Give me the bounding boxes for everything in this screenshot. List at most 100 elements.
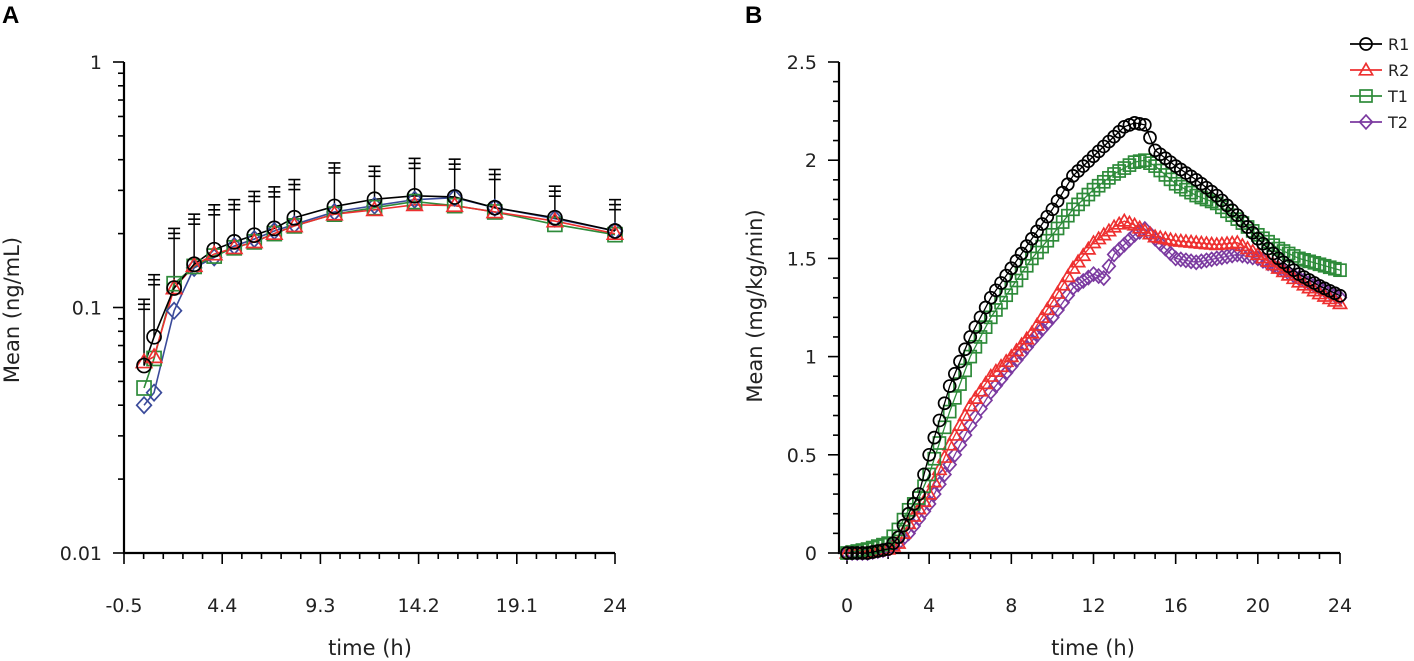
panel-a-y-tick-label: 0.1 <box>72 298 102 320</box>
data-point-R1 <box>932 413 947 428</box>
data-point-R2 <box>951 417 969 431</box>
data-point-R2 <box>164 278 184 295</box>
data-point-T2 <box>366 196 384 215</box>
data-point-R1 <box>226 234 243 250</box>
data-point-T1 <box>1091 178 1106 193</box>
legend-label-R1: R1 <box>1388 35 1409 54</box>
data-point-T1 <box>1189 188 1204 203</box>
data-point-R1 <box>922 447 937 462</box>
data-point-R1 <box>937 396 952 411</box>
data-point-R1 <box>1333 288 1347 303</box>
data-point-R1 <box>266 220 283 237</box>
data-point-R1 <box>865 545 880 559</box>
data-point-T1 <box>1328 261 1342 276</box>
data-point-R1 <box>958 342 972 357</box>
data-point-T2 <box>957 426 973 444</box>
data-point-T2 <box>952 436 968 454</box>
data-point-T2 <box>1111 241 1127 258</box>
data-point-R1 <box>850 546 865 560</box>
data-point-R1 <box>547 209 563 226</box>
data-point-T2 <box>1245 249 1261 266</box>
data-point-R1 <box>953 354 967 369</box>
panel-b-y-tick-label: 1.5 <box>787 248 817 270</box>
panel-b-x-tick-label: 24 <box>1328 595 1352 617</box>
data-point-T2 <box>1183 253 1199 270</box>
data-point-R2 <box>285 216 304 233</box>
legend-label-T2: T2 <box>1387 113 1408 132</box>
data-point-R1 <box>891 530 906 545</box>
data-point-R1 <box>136 357 152 374</box>
data-point-T2 <box>446 188 464 208</box>
data-point-T2 <box>1173 251 1189 268</box>
data-point-T2 <box>1003 358 1019 375</box>
data-point-R1 <box>840 546 854 560</box>
data-point-T1 <box>1143 156 1157 170</box>
data-point-T1 <box>607 226 623 243</box>
data-point-T2 <box>135 395 153 415</box>
data-point-T1 <box>1071 197 1085 212</box>
data-point-R1 <box>845 546 859 560</box>
data-point-R2 <box>910 500 927 515</box>
data-point-R1 <box>366 191 383 208</box>
data-point-R2 <box>957 407 974 422</box>
data-point-T2 <box>1106 246 1122 263</box>
data-point-R2 <box>205 244 224 261</box>
series-line-R1 <box>143 195 616 366</box>
data-point-R1 <box>1127 116 1142 130</box>
data-point-R2 <box>1095 226 1112 241</box>
data-point-T1 <box>1153 163 1168 178</box>
panel-a-x-tick-label: 9.3 <box>305 595 335 617</box>
data-point-T1 <box>166 275 182 292</box>
data-point-R2 <box>1034 309 1051 323</box>
data-point-T1 <box>1163 172 1178 187</box>
data-point-R2 <box>1100 222 1117 237</box>
data-point-R1 <box>896 518 911 533</box>
legend-marker-T1 <box>1359 89 1373 103</box>
panel-b-plot-area <box>838 116 1349 562</box>
panel-b-label: B <box>745 2 762 29</box>
panel-b-axes: 0 0.5 1 1.5 2 2.5 0 4 8 12 16 20 24 <box>787 52 1352 617</box>
data-point-T2 <box>1014 345 1030 362</box>
data-point-T2 <box>1065 279 1081 297</box>
data-point-R1 <box>607 223 623 239</box>
panel-b-axis-lines <box>837 62 1340 555</box>
data-point-R2 <box>1049 284 1066 299</box>
data-point-R2 <box>931 461 948 476</box>
data-point-T1 <box>922 467 937 482</box>
legend-marker-R1 <box>1359 37 1373 51</box>
data-point-T1 <box>1086 182 1101 197</box>
panel-b-y-tick-label: 2.5 <box>787 52 817 74</box>
data-point-T2 <box>145 383 163 402</box>
panel-a-axis-lines <box>122 62 615 555</box>
data-point-R2 <box>921 485 938 500</box>
data-point-T1 <box>1132 154 1147 169</box>
data-point-R1 <box>286 209 303 226</box>
data-point-T1 <box>1122 158 1137 172</box>
legend-label-R2: R2 <box>1388 61 1409 80</box>
data-point-R2 <box>605 224 625 241</box>
data-point-T2 <box>1168 250 1184 267</box>
data-point-R1 <box>947 366 962 381</box>
data-point-T1 <box>1076 192 1091 207</box>
panel-a-x-tick-label: 4.4 <box>207 595 237 617</box>
data-point-T2 <box>937 466 953 483</box>
data-point-T1 <box>406 193 423 210</box>
data-point-R2 <box>1054 276 1071 291</box>
data-point-R1 <box>1143 130 1157 145</box>
panel-b-x-tick-label: 0 <box>841 595 853 617</box>
data-point-T2 <box>1178 252 1194 269</box>
legend: R1 R2 T1 T2 <box>1350 35 1409 132</box>
data-point-T1 <box>1066 202 1080 217</box>
data-point-T1 <box>1322 260 1337 275</box>
data-point-R1 <box>876 543 890 557</box>
data-point-R1 <box>860 546 875 560</box>
data-point-R2 <box>1028 316 1046 331</box>
data-point-R2 <box>1331 295 1349 310</box>
panel-a-y-tick-label: 1 <box>90 52 102 74</box>
data-point-T2 <box>1009 351 1024 369</box>
data-point-R2 <box>941 436 958 451</box>
data-point-T1 <box>1102 171 1116 185</box>
data-point-T2 <box>1034 320 1050 338</box>
data-point-R2 <box>946 426 963 441</box>
data-point-R2 <box>967 390 984 404</box>
